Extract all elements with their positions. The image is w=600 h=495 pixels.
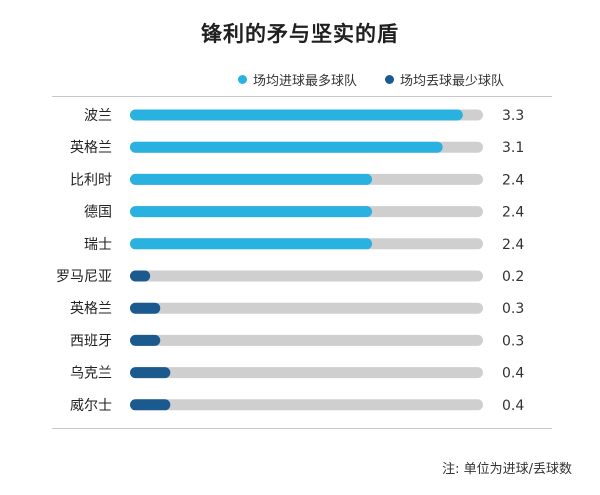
category-label: 西班牙 [70, 333, 112, 349]
category-label: 波兰 [84, 108, 112, 124]
bar-value [130, 109, 463, 121]
category-label: 罗马尼亚 [56, 269, 112, 285]
bottom-divider [52, 428, 552, 429]
chart-legend: 场均进球最多球队 场均丢球最少球队 [238, 70, 504, 89]
bar-value [130, 367, 171, 379]
bar-value [130, 206, 373, 218]
bar-track [130, 270, 483, 282]
legend-swatch-defense [385, 75, 395, 84]
value-label: 0.4 [502, 398, 524, 414]
bar-value [130, 270, 151, 282]
category-label: 英格兰 [70, 139, 112, 156]
chart-title: 锋利的矛与坚实的盾 [201, 22, 399, 46]
top-divider [52, 96, 552, 97]
category-label: 德国 [84, 205, 112, 221]
category-label: 瑞士 [84, 237, 112, 253]
value-label: 0.2 [502, 269, 524, 285]
category-label: 乌克兰 [70, 366, 112, 382]
value-label: 0.4 [502, 366, 524, 382]
value-label: 0.3 [502, 333, 524, 349]
category-label: 威尔士 [70, 398, 112, 414]
legend-label-attack: 场均进球最多球队 [253, 74, 358, 89]
legend-label-defense: 场均丢球最少球队 [400, 74, 505, 89]
legend-item-attack: 场均进球最多球队 [238, 70, 357, 89]
category-label: 比利时 [70, 172, 112, 188]
value-label: 2.4 [502, 172, 524, 188]
bar-value [130, 141, 443, 153]
bar-track [130, 399, 483, 411]
bar-value [130, 302, 161, 314]
bar-value [130, 238, 373, 250]
bar-track [130, 367, 483, 379]
unit-note: 注: 单位为进球/丢球数 [442, 462, 572, 477]
bar-track [130, 334, 483, 346]
bar-track [130, 302, 483, 314]
bar-value [130, 334, 161, 346]
legend-swatch-attack [238, 75, 247, 84]
value-label: 3.3 [502, 108, 524, 124]
value-label: 3.1 [502, 140, 524, 156]
legend-item-defense: 场均丢球最少球队 [385, 70, 504, 89]
value-label: 2.4 [502, 205, 524, 221]
bar-value [130, 173, 373, 185]
value-label: 2.4 [502, 237, 524, 253]
bar-value [130, 399, 171, 411]
category-label: 英格兰 [70, 300, 112, 317]
value-label: 0.3 [502, 301, 524, 317]
